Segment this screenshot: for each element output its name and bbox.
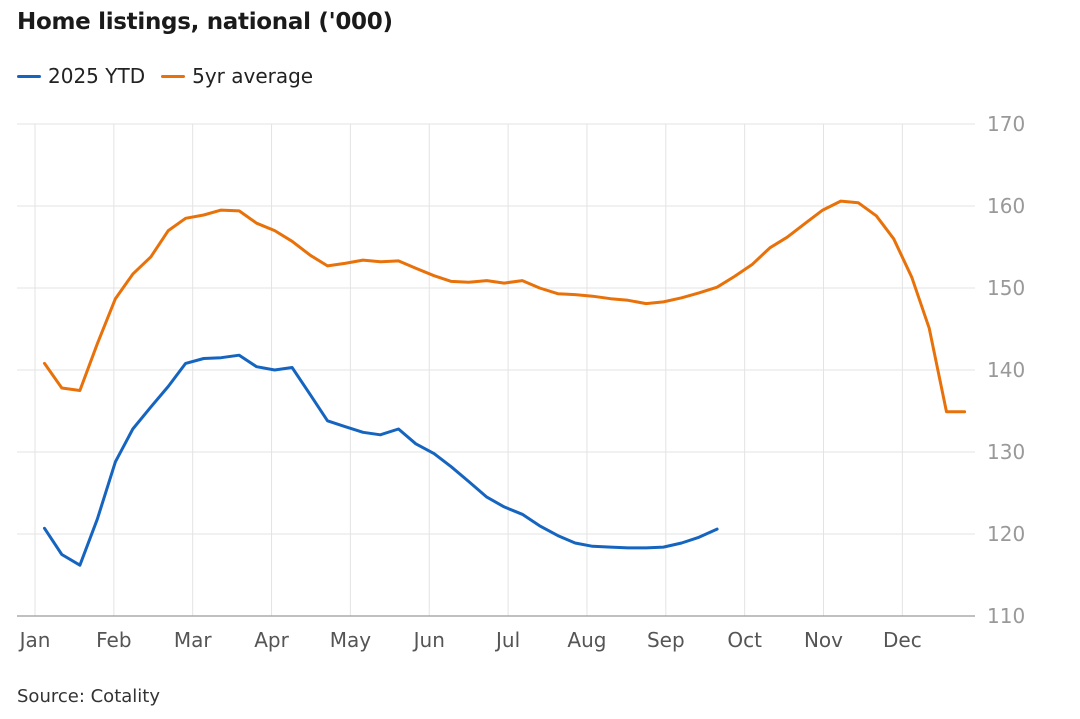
x-tick-label: Oct: [727, 628, 762, 652]
chart-title: Home listings, national ('000): [17, 9, 393, 35]
legend-swatch-5yr-average: [161, 74, 186, 78]
legend-item-2025-ytd: 2025 YTD: [17, 64, 145, 88]
x-tick-label: Jan: [18, 628, 51, 652]
y-tick-label: 170: [987, 112, 1025, 136]
x-tick-label: Apr: [254, 628, 289, 652]
y-tick-label: 130: [987, 440, 1025, 464]
chart-legend: 2025 YTD 5yr average: [17, 64, 329, 88]
x-tick-label: Dec: [883, 628, 922, 652]
x-tick-label: Sep: [647, 628, 685, 652]
series-line-2025-ytd: [43, 353, 719, 567]
y-tick-label: 110: [987, 604, 1025, 628]
y-tick-label: 120: [987, 522, 1025, 546]
x-tick-label: Nov: [804, 628, 843, 652]
x-tick-label: Jun: [412, 628, 445, 652]
x-tick-label: Aug: [567, 628, 606, 652]
series-line-5yr-average: [43, 199, 967, 414]
y-tick-label: 150: [987, 276, 1025, 300]
y-tick-label: 140: [987, 358, 1025, 382]
x-tick-label: May: [330, 628, 372, 652]
legend-label-2025-ytd: 2025 YTD: [48, 64, 146, 88]
x-tick-label: Jul: [494, 628, 520, 652]
legend-swatch-2025-ytd: [17, 74, 41, 78]
x-tick-label: Feb: [96, 628, 131, 652]
legend-label-5yr-average: 5yr average: [192, 64, 314, 88]
x-tick-label: Mar: [174, 628, 213, 652]
source-note: Source: Cotality: [17, 686, 160, 707]
legend-item-5yr-average: 5yr average: [161, 64, 313, 88]
y-tick-label: 160: [987, 194, 1025, 218]
